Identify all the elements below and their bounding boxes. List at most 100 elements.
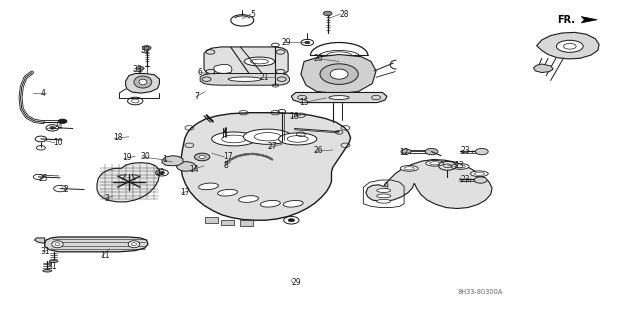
Text: 26: 26 <box>314 146 323 155</box>
Ellipse shape <box>212 132 256 146</box>
Circle shape <box>177 162 196 171</box>
Text: 31: 31 <box>41 247 51 256</box>
Ellipse shape <box>239 196 259 202</box>
Circle shape <box>476 148 488 155</box>
Text: 19: 19 <box>122 153 132 162</box>
Circle shape <box>142 46 151 50</box>
Ellipse shape <box>377 194 391 198</box>
Text: 23: 23 <box>460 145 470 154</box>
Text: 20: 20 <box>314 54 323 63</box>
Bar <box>221 219 234 225</box>
Text: 5: 5 <box>250 10 255 19</box>
Ellipse shape <box>128 241 140 248</box>
Text: 1: 1 <box>162 155 166 164</box>
Text: 22: 22 <box>156 168 165 177</box>
Text: 29: 29 <box>282 38 291 47</box>
Bar <box>205 217 218 223</box>
Ellipse shape <box>377 199 391 203</box>
Circle shape <box>425 148 438 155</box>
Polygon shape <box>162 156 183 166</box>
Text: 6: 6 <box>198 68 202 77</box>
Polygon shape <box>366 160 492 209</box>
Polygon shape <box>35 238 45 243</box>
Text: 14: 14 <box>189 165 199 174</box>
Polygon shape <box>45 237 148 252</box>
Text: 13: 13 <box>454 161 463 170</box>
Ellipse shape <box>320 64 358 85</box>
Text: 30: 30 <box>140 152 150 161</box>
Text: 21: 21 <box>259 73 269 82</box>
Ellipse shape <box>429 162 440 165</box>
Ellipse shape <box>52 241 63 248</box>
Text: 17: 17 <box>180 188 189 197</box>
Text: 23: 23 <box>460 174 470 184</box>
Ellipse shape <box>474 172 484 175</box>
Text: 9: 9 <box>384 182 388 191</box>
Ellipse shape <box>563 43 576 49</box>
Circle shape <box>199 155 205 159</box>
Circle shape <box>136 67 144 70</box>
Bar <box>241 220 253 226</box>
Ellipse shape <box>49 260 58 263</box>
Polygon shape <box>301 55 376 94</box>
Text: 27: 27 <box>268 142 277 151</box>
Ellipse shape <box>139 79 147 85</box>
Ellipse shape <box>228 77 261 81</box>
Text: 4: 4 <box>41 89 46 98</box>
Circle shape <box>305 41 310 44</box>
Polygon shape <box>200 73 289 85</box>
Ellipse shape <box>404 167 414 170</box>
Ellipse shape <box>400 166 418 171</box>
Ellipse shape <box>218 189 237 196</box>
Text: 24: 24 <box>54 122 63 131</box>
Text: 17: 17 <box>223 152 233 161</box>
Ellipse shape <box>278 133 317 145</box>
Ellipse shape <box>284 200 303 207</box>
Polygon shape <box>581 17 597 23</box>
Circle shape <box>58 119 67 123</box>
Polygon shape <box>204 47 288 76</box>
Text: 16: 16 <box>289 112 299 121</box>
Ellipse shape <box>426 160 444 166</box>
Polygon shape <box>125 73 159 93</box>
Text: 8: 8 <box>223 161 228 170</box>
Ellipse shape <box>55 243 60 246</box>
Ellipse shape <box>244 129 292 144</box>
Text: 11: 11 <box>100 251 109 260</box>
Circle shape <box>288 219 294 222</box>
Polygon shape <box>97 163 159 202</box>
Ellipse shape <box>451 164 469 169</box>
Circle shape <box>159 172 164 174</box>
Circle shape <box>323 11 332 16</box>
Ellipse shape <box>330 69 348 79</box>
Ellipse shape <box>377 189 391 192</box>
Ellipse shape <box>134 76 152 88</box>
Text: 10: 10 <box>54 137 63 147</box>
Text: 3: 3 <box>104 194 109 203</box>
Ellipse shape <box>455 165 465 168</box>
Polygon shape <box>291 93 387 103</box>
Ellipse shape <box>250 59 268 64</box>
Ellipse shape <box>556 40 583 52</box>
Ellipse shape <box>244 57 275 66</box>
Ellipse shape <box>329 96 349 100</box>
Circle shape <box>401 149 411 154</box>
Ellipse shape <box>43 270 52 272</box>
Text: 7: 7 <box>195 92 199 101</box>
Text: 15: 15 <box>300 98 309 107</box>
Circle shape <box>195 153 210 161</box>
Polygon shape <box>181 113 351 220</box>
Text: 28: 28 <box>339 10 349 19</box>
Text: 2: 2 <box>64 185 68 194</box>
Ellipse shape <box>470 171 488 177</box>
Ellipse shape <box>260 200 280 207</box>
Ellipse shape <box>198 183 218 190</box>
Polygon shape <box>214 65 232 73</box>
Ellipse shape <box>131 243 136 246</box>
Text: 12: 12 <box>399 148 409 157</box>
Polygon shape <box>534 64 553 72</box>
Text: FR.: FR. <box>557 15 575 26</box>
Circle shape <box>50 127 55 129</box>
Polygon shape <box>537 33 599 59</box>
Text: 33: 33 <box>132 65 142 74</box>
